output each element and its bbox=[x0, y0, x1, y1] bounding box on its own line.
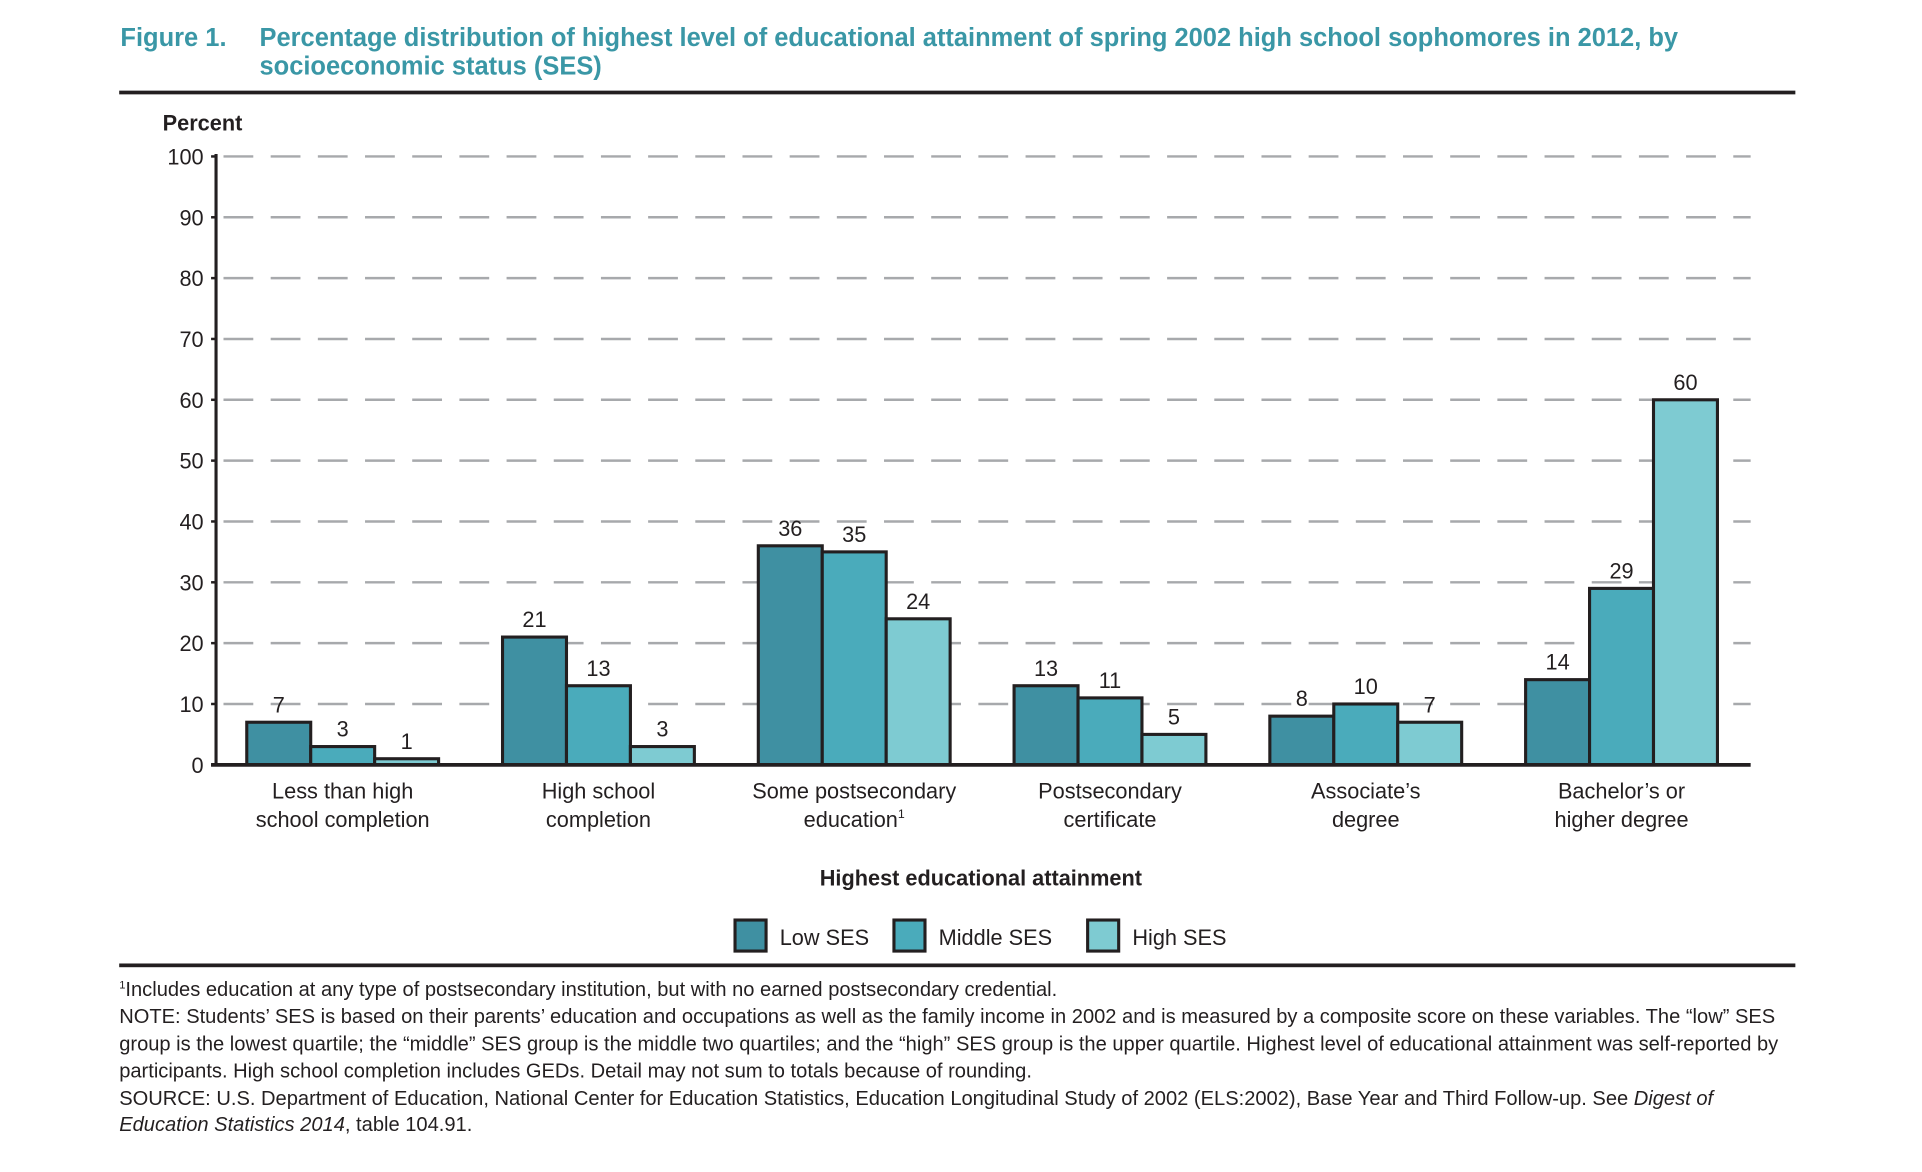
y-tick-label: 90 bbox=[179, 205, 203, 230]
bar-middle-ses bbox=[309, 745, 377, 767]
data-label: 13 bbox=[586, 656, 610, 681]
bar-chart: Percent 0 10 20 30 40 50 60 70 80 90 100 7 3 1 Less tha… bbox=[163, 110, 1751, 953]
bar-high-ses bbox=[1396, 720, 1464, 767]
bar-middle-ses bbox=[1588, 586, 1656, 767]
bar-middle-ses bbox=[564, 684, 632, 767]
data-label: 8 bbox=[1296, 686, 1308, 711]
x-tick-label: certificate bbox=[1064, 807, 1157, 832]
bar-high-ses bbox=[884, 617, 952, 767]
bar-low-ses bbox=[1268, 714, 1336, 767]
y-tick-label: 10 bbox=[179, 692, 203, 717]
data-label: 7 bbox=[273, 692, 285, 717]
figure-title: Figure 1. Percentage distribution of hig… bbox=[120, 24, 1784, 81]
legend-swatch bbox=[1086, 918, 1121, 953]
bottom-rule bbox=[119, 963, 1796, 967]
data-label: 3 bbox=[656, 717, 668, 742]
x-tick-label: completion bbox=[546, 807, 651, 832]
source-publication: Digest of Education Statistics 2014 bbox=[119, 1087, 1714, 1137]
bar-low-ses bbox=[756, 544, 824, 767]
data-label: 1 bbox=[401, 729, 413, 754]
x-tick-label: Bachelor’s or bbox=[1558, 778, 1685, 803]
notes: 1Includes education at any type of posts… bbox=[119, 972, 1789, 1140]
data-label: 60 bbox=[1673, 370, 1697, 395]
x-tick-label: Postsecondary bbox=[1038, 778, 1182, 803]
data-label: 7 bbox=[1424, 692, 1436, 717]
y-tick-label: 0 bbox=[192, 753, 204, 778]
data-label: 10 bbox=[1354, 674, 1378, 699]
y-tick-label: 20 bbox=[179, 631, 203, 656]
bar-high-ses bbox=[1651, 398, 1719, 767]
data-label: 35 bbox=[842, 522, 866, 547]
bar-low-ses bbox=[245, 720, 313, 767]
data-label: 3 bbox=[337, 717, 349, 742]
x-tick-label: higher degree bbox=[1555, 807, 1689, 832]
bar-high-ses bbox=[628, 745, 696, 767]
data-label: 11 bbox=[1099, 668, 1122, 693]
x-tick-label: High school bbox=[542, 778, 655, 803]
y-axis-label: Percent bbox=[163, 110, 243, 135]
bar-middle-ses bbox=[820, 550, 888, 767]
source-table: , table 104.91. bbox=[344, 1114, 473, 1137]
footnote-mark: 1 bbox=[119, 978, 126, 991]
source-text: SOURCE: U.S. Department of Education, Na… bbox=[119, 1087, 1634, 1110]
note-text: NOTE: Students’ SES is based on their pa… bbox=[119, 1005, 1779, 1083]
x-tick-label: Less than high bbox=[272, 778, 413, 803]
data-label: 13 bbox=[1034, 656, 1058, 681]
x-tick-label: school completion bbox=[256, 807, 430, 832]
y-tick-label: 50 bbox=[179, 449, 203, 474]
top-rule bbox=[119, 90, 1796, 94]
x-tick-label: degree bbox=[1332, 807, 1400, 832]
bar-middle-ses bbox=[1076, 696, 1144, 767]
title-text: Percentage distribution of highest level… bbox=[259, 23, 1679, 81]
legend-swatch bbox=[892, 918, 927, 953]
y-tick-label: 40 bbox=[179, 510, 203, 535]
x-tick-label: Associate’s bbox=[1311, 778, 1421, 803]
legend-label: Middle SES bbox=[939, 925, 1052, 950]
legend-label: Low SES bbox=[780, 925, 869, 950]
source: SOURCE: U.S. Department of Education, Na… bbox=[119, 1086, 1789, 1140]
data-label: 36 bbox=[778, 516, 802, 541]
footnote-text: Includes education at any type of postse… bbox=[125, 978, 1058, 1002]
x-tick-label: Some postsecondary bbox=[752, 778, 956, 803]
data-label: 21 bbox=[522, 607, 546, 632]
x-tick-label: education1 bbox=[804, 807, 905, 832]
y-tick-label: 100 bbox=[167, 145, 203, 170]
figure-label: Figure 1. bbox=[120, 23, 227, 53]
footnote: 1Includes education at any type of posts… bbox=[119, 972, 1789, 1005]
x-axis-label: Highest educational attainment bbox=[820, 865, 1142, 890]
legend-swatch bbox=[733, 918, 768, 953]
bar-low-ses bbox=[500, 635, 569, 767]
y-tick-label: 60 bbox=[179, 388, 203, 413]
data-label: 14 bbox=[1546, 650, 1570, 675]
legend-label: High SES bbox=[1132, 925, 1226, 950]
data-label: 5 bbox=[1168, 704, 1180, 729]
bar-high-ses bbox=[1140, 732, 1208, 767]
bar-low-ses bbox=[1524, 678, 1592, 767]
footnote-mark: 1 bbox=[898, 807, 905, 821]
data-label: 29 bbox=[1609, 558, 1633, 583]
y-tick-label: 30 bbox=[179, 570, 203, 595]
data-label: 24 bbox=[906, 589, 930, 614]
y-tick-label: 70 bbox=[179, 327, 203, 352]
bar-low-ses bbox=[1012, 684, 1080, 767]
bar-middle-ses bbox=[1332, 702, 1400, 767]
y-tick-label: 80 bbox=[179, 266, 203, 291]
